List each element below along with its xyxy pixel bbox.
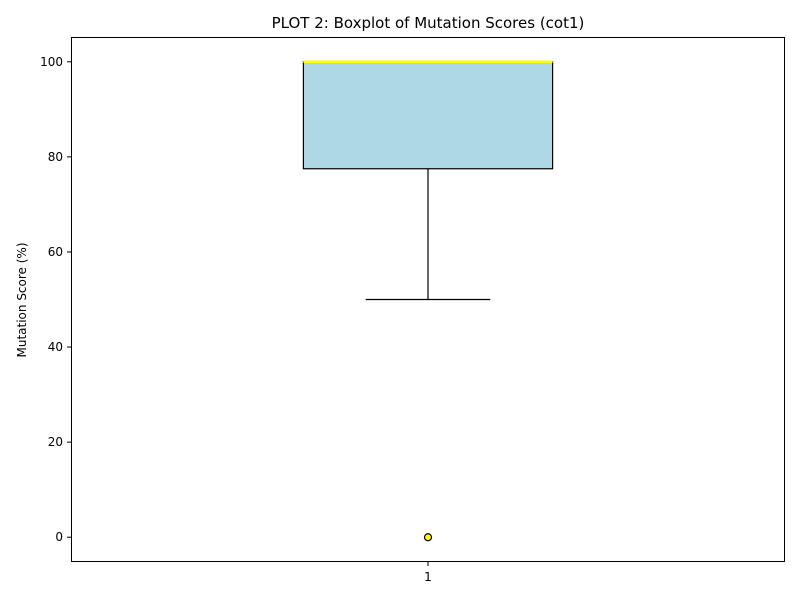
y-tick-label: 20 [48,435,63,449]
chart-title: PLOT 2: Boxplot of Mutation Scores (cot1… [272,14,585,32]
box-iqr [302,61,554,170]
y-tick-label: 80 [48,150,63,164]
x-tick-label: 1 [424,570,432,584]
y-axis-ticks: 0 20 40 60 80 100 [40,55,72,544]
y-tick-label: 40 [48,340,63,354]
outlier-point [423,533,433,542]
box-group [302,60,554,542]
y-axis-label: Mutation Score (%) [15,242,29,357]
y-tick-label: 60 [48,245,63,259]
y-tick-label: 0 [55,530,63,544]
y-tick-label: 100 [40,55,63,69]
plot-area-frame [71,37,785,562]
